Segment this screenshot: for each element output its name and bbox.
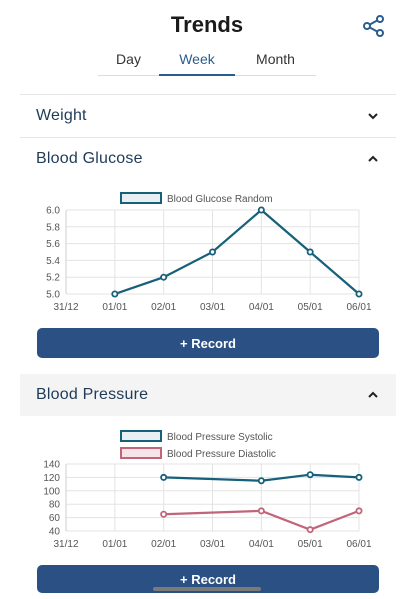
data-point[interactable] [306,248,314,256]
data-point[interactable] [355,473,363,481]
series-line [163,509,360,531]
glucose-section: Blood Glucose [20,137,396,180]
pressure-title: Blood Pressure [36,386,149,403]
data-point[interactable] [306,471,314,479]
x-tick-label: 05/01 [298,539,323,550]
y-tick-label: 80 [49,500,61,511]
period-tabs: Day Week Month [98,48,316,76]
y-tick-label: 120 [43,473,60,484]
x-tick-label: 06/01 [346,539,371,550]
glucose-section-header[interactable]: Blood Glucose [20,138,396,180]
pressure-chart: Blood Pressure Systolic Blood Pressure D… [43,430,372,550]
data-point[interactable] [257,206,265,214]
x-tick-label: 02/01 [151,539,176,550]
y-tick-label: 100 [43,486,60,497]
x-tick-label: 02/01 [151,302,176,313]
series-line [114,208,360,296]
weight-title: Weight [36,107,87,124]
page-title: Trends [170,12,244,37]
x-tick-label: 01/01 [102,539,127,550]
y-tick-label: 140 [43,460,60,471]
chevron-up-icon [368,155,378,162]
data-point[interactable] [355,507,363,515]
y-tick-label: 40 [49,527,61,538]
pressure-section-header[interactable]: Blood Pressure [20,374,396,416]
x-tick-label: 05/01 [298,302,323,313]
series-line [163,473,360,482]
chevron-down-icon [368,113,378,120]
pressure-record-button[interactable]: + Record [37,565,379,593]
glucose-title: Blood Glucose [36,150,143,167]
y-tick-label: 5.0 [46,290,60,301]
legend-swatch-systolic [120,430,162,442]
app-header: Trends [0,0,414,50]
data-point[interactable] [208,248,216,256]
share-icon[interactable] [362,15,386,37]
x-tick-label: 01/01 [102,302,127,313]
y-tick-label: 5.2 [46,273,60,284]
legend-label-glucose: Blood Glucose Random [167,194,273,205]
x-tick-label: 06/01 [346,302,371,313]
x-tick-label: 03/01 [200,539,225,550]
chevron-up-icon [368,391,378,398]
y-tick-label: 5.4 [46,256,60,267]
tab-month[interactable]: Month [256,51,295,67]
data-point[interactable] [257,477,265,485]
tab-week[interactable]: Week [159,48,235,76]
x-tick-label: 31/12 [53,302,78,313]
y-tick-label: 5.8 [46,222,60,233]
x-tick-label: 31/12 [53,539,78,550]
data-point[interactable] [160,473,168,481]
data-point[interactable] [160,510,168,518]
x-tick-label: 03/01 [200,302,225,313]
home-indicator [153,587,261,591]
x-tick-label: 04/01 [249,302,274,313]
tab-day[interactable]: Day [116,51,141,67]
weight-section: Weight [20,94,396,137]
data-point[interactable] [355,290,363,298]
legend-label-diastolic: Blood Pressure Diastolic [167,449,276,460]
legend-swatch-diastolic [120,447,162,459]
legend-swatch-glucose [120,192,162,204]
y-tick-label: 60 [49,513,61,524]
data-point[interactable] [257,507,265,515]
glucose-chart: Blood Glucose Random 5.05.25.45.65.86.0 … [46,192,372,313]
data-point[interactable] [160,273,168,281]
glucose-record-button[interactable]: + Record [37,328,379,358]
x-tick-label: 04/01 [249,539,274,550]
y-tick-label: 5.6 [46,239,60,250]
weight-section-header[interactable]: Weight [20,95,396,137]
data-point[interactable] [111,290,119,298]
data-point[interactable] [306,526,314,534]
legend-label-systolic: Blood Pressure Systolic [167,432,273,443]
y-tick-label: 6.0 [46,206,60,217]
